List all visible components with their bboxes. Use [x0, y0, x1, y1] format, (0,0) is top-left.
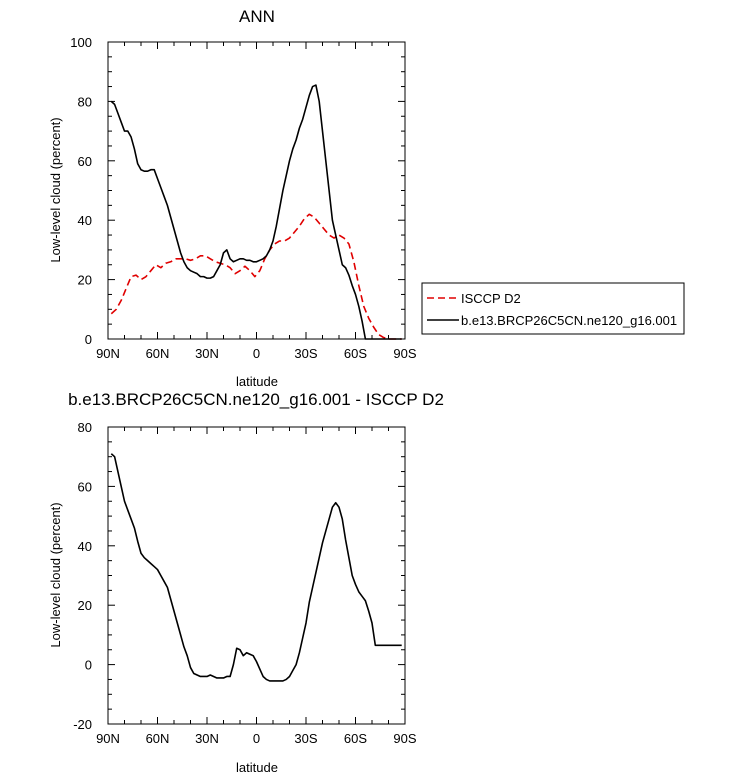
y-tick-label: 60	[78, 479, 92, 494]
y-tick-label: 80	[78, 94, 92, 109]
y-tick-label: 100	[70, 35, 92, 50]
x-tick-label: 90S	[393, 346, 416, 361]
x-tick-label: 90N	[96, 731, 120, 746]
top-panel: ANN Low-level cloud (percent) latitude 9…	[48, 7, 417, 389]
top-plot-frame	[107, 41, 406, 340]
y-tick-label: 20	[78, 273, 92, 288]
bottom-plot-frame	[107, 426, 406, 725]
y-tick-label: -20	[73, 717, 92, 732]
x-tick-label: 0	[253, 731, 260, 746]
bottom-chart-title: b.e13.BRCP26C5CN.ne120_g16.001 - ISCCP D…	[68, 390, 444, 409]
y-tick-label: 60	[78, 154, 92, 169]
series-difference-line	[110, 453, 402, 682]
x-tick-label: 60N	[146, 346, 170, 361]
top-ylabel: Low-level cloud (percent)	[48, 117, 63, 262]
series-isccp-line	[110, 213, 402, 340]
y-tick-label: 40	[78, 213, 92, 228]
y-tick-label: 0	[85, 658, 92, 673]
x-tick-label: 0	[253, 346, 260, 361]
y-tick-label: 0	[85, 332, 92, 347]
bottom-xlabel: latitude	[236, 760, 278, 775]
bottom-ylabel: Low-level cloud (percent)	[48, 502, 63, 647]
top-xlabel: latitude	[236, 374, 278, 389]
x-tick-label: 60S	[344, 731, 367, 746]
x-tick-label: 30S	[294, 731, 317, 746]
series-model-line	[110, 84, 402, 340]
x-tick-label: 30S	[294, 346, 317, 361]
x-tick-label: 90N	[96, 346, 120, 361]
top-chart-title: ANN	[239, 7, 275, 26]
y-tick-label: 20	[78, 598, 92, 613]
x-tick-label: 60S	[344, 346, 367, 361]
y-tick-label: 40	[78, 539, 92, 554]
x-tick-label: 30N	[195, 731, 219, 746]
x-tick-label: 30N	[195, 346, 219, 361]
legend-box	[421, 282, 685, 335]
y-tick-label: 80	[78, 420, 92, 435]
legend-label-isccp: ISCCP D2	[461, 291, 521, 306]
x-tick-label: 60N	[146, 731, 170, 746]
bottom-panel: b.e13.BRCP26C5CN.ne120_g16.001 - ISCCP D…	[48, 390, 444, 775]
legend-label-model: b.e13.BRCP26C5CN.ne120_g16.001	[461, 313, 677, 328]
legend: ISCCP D2 b.e13.BRCP26C5CN.ne120_g16.001	[421, 282, 685, 335]
x-tick-label: 90S	[393, 731, 416, 746]
